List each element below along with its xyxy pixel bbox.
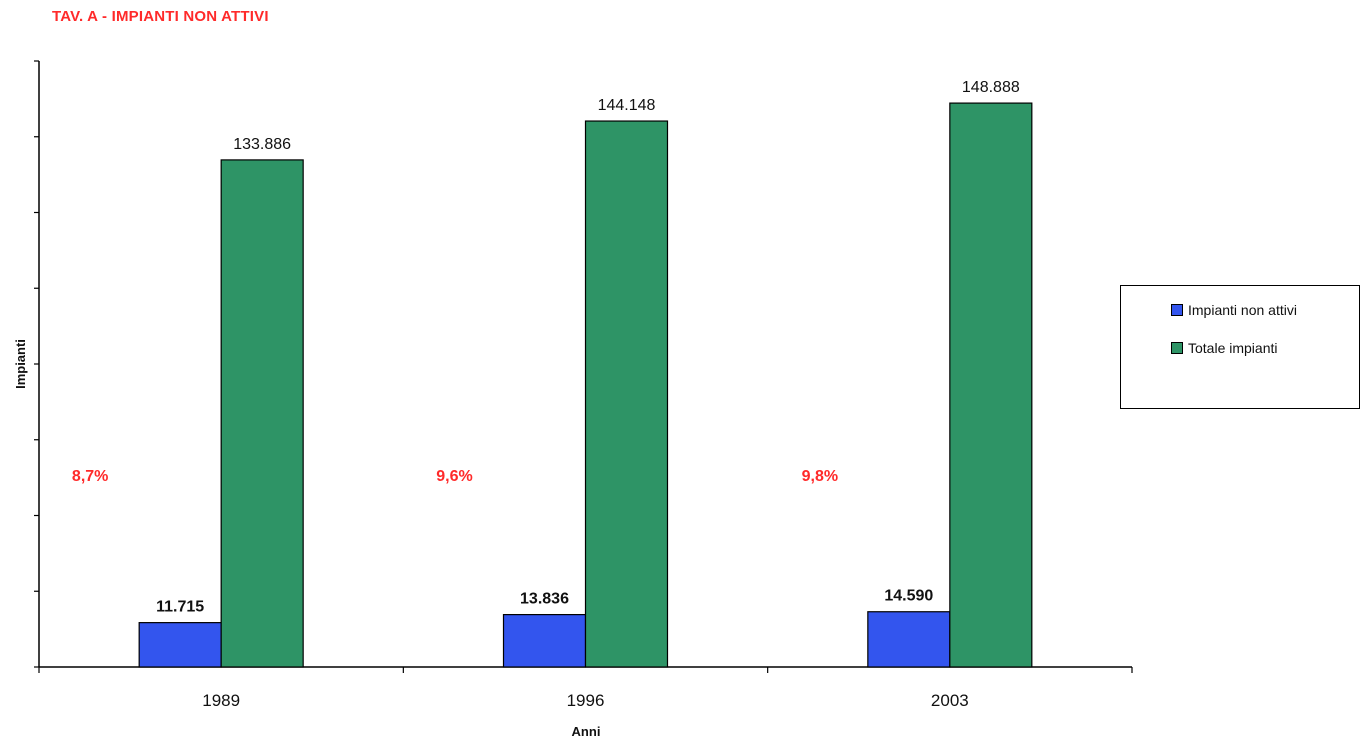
value-label-impianti-non-attivi-1989: 11.715 xyxy=(156,599,204,616)
bar-impianti-non-attivi-1996 xyxy=(502,613,587,668)
bar-totale-impianti-1996 xyxy=(584,120,669,668)
chart-title: TAV. A - IMPIANTI NON ATTIVI xyxy=(52,8,269,25)
bar-totale-impianti-1989 xyxy=(220,159,304,668)
bar-totale-impianti-2003 xyxy=(949,102,1033,668)
legend-item-totale-impianti: Totale impianti xyxy=(1171,340,1278,356)
legend-label-impianti-non-attivi: Impianti non attivi xyxy=(1188,302,1297,318)
value-label-totale-impianti-1996: 144.148 xyxy=(598,97,656,114)
value-label-impianti-non-attivi-1996: 13.836 xyxy=(520,591,569,608)
x-tick-label-2003: 2003 xyxy=(931,691,969,710)
x-tick-label-1989: 1989 xyxy=(202,691,240,710)
y-axis-title: Impianti xyxy=(13,339,28,389)
bar-impianti-non-attivi-1989 xyxy=(138,622,222,668)
legend-swatch-totale-impianti xyxy=(1171,342,1183,354)
pct-annotation-2003: 9,8% xyxy=(802,468,838,485)
bars xyxy=(138,102,1033,668)
legend-item-impianti-non-attivi: Impianti non attivi xyxy=(1171,302,1297,318)
legend: Impianti non attivi Totale impianti xyxy=(1120,285,1360,409)
value-label-totale-impianti-1989: 133.886 xyxy=(233,136,291,153)
legend-label-totale-impianti: Totale impianti xyxy=(1188,340,1278,356)
value-label-totale-impianti-2003: 148.888 xyxy=(962,79,1020,96)
pct-annotation-1989: 8,7% xyxy=(72,468,108,485)
x-axis-title: Anni xyxy=(572,724,601,739)
legend-swatch-impianti-non-attivi xyxy=(1171,304,1183,316)
data-labels: 1989 11.715 133.886 8,7% 1996 13.836 144.148 9,… xyxy=(72,79,1020,710)
value-label-impianti-non-attivi-2003: 14.590 xyxy=(884,588,933,605)
x-tick-label-1996: 1996 xyxy=(567,691,605,710)
bar-impianti-non-attivi-2003 xyxy=(867,611,951,668)
pct-annotation-1996: 9,6% xyxy=(436,468,472,485)
